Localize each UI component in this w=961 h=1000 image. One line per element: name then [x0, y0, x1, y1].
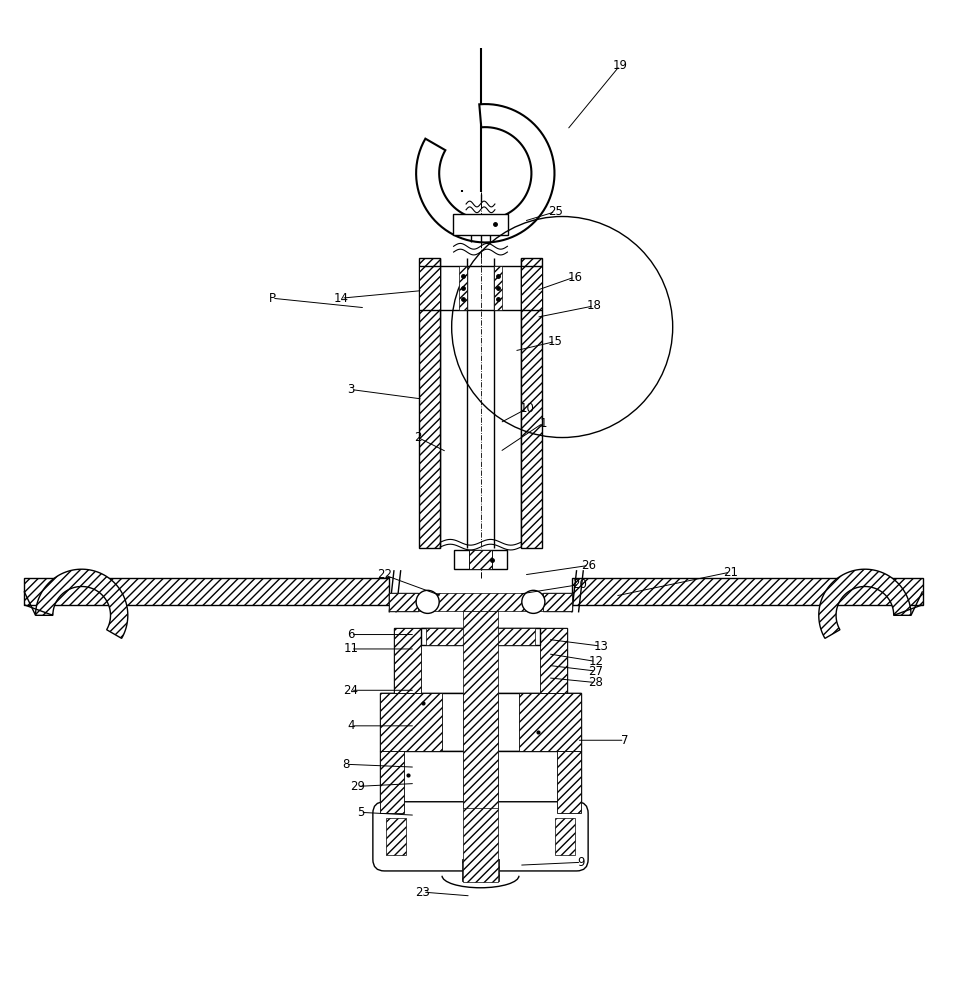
Bar — [521, 266, 542, 310]
Text: 4: 4 — [347, 719, 355, 732]
Text: 22: 22 — [377, 568, 392, 581]
Bar — [543, 593, 572, 611]
Bar — [380, 751, 581, 813]
Bar — [419, 266, 440, 310]
Bar — [543, 593, 572, 611]
Bar — [463, 693, 498, 882]
Circle shape — [416, 590, 439, 613]
Bar — [394, 628, 421, 693]
Text: 1: 1 — [539, 417, 547, 430]
Circle shape — [522, 590, 545, 613]
Text: 8: 8 — [342, 758, 350, 771]
Text: 13: 13 — [593, 640, 608, 653]
Bar — [419, 258, 440, 548]
Bar — [540, 628, 567, 693]
Polygon shape — [36, 569, 128, 638]
Text: 7: 7 — [621, 734, 628, 747]
Bar — [380, 693, 442, 751]
Text: 16: 16 — [567, 271, 582, 284]
Bar — [389, 593, 418, 611]
Bar — [426, 628, 535, 645]
Bar — [380, 693, 581, 751]
Bar — [418, 593, 543, 611]
Text: 28: 28 — [588, 676, 604, 689]
Text: 24: 24 — [343, 684, 358, 697]
Bar — [469, 550, 492, 569]
Text: 10: 10 — [519, 402, 534, 415]
Bar — [386, 818, 406, 855]
Text: 2: 2 — [414, 431, 422, 444]
Text: 11: 11 — [343, 642, 358, 655]
Text: 29: 29 — [350, 780, 365, 793]
Text: 25: 25 — [548, 205, 563, 218]
Text: 15: 15 — [548, 335, 563, 348]
Polygon shape — [416, 104, 554, 242]
Bar — [453, 214, 508, 235]
Bar — [557, 751, 581, 813]
Text: 20: 20 — [572, 578, 587, 591]
FancyBboxPatch shape — [373, 802, 588, 871]
Bar — [24, 578, 389, 605]
Bar — [519, 693, 581, 751]
Bar — [494, 266, 502, 310]
Bar — [421, 628, 540, 645]
Bar — [455, 550, 507, 569]
Bar — [572, 578, 923, 605]
Text: 27: 27 — [588, 665, 604, 678]
Text: 12: 12 — [588, 655, 604, 668]
Text: 21: 21 — [723, 566, 738, 579]
Bar — [380, 751, 404, 813]
Text: 5: 5 — [357, 806, 364, 819]
Text: 9: 9 — [578, 856, 585, 869]
Text: 23: 23 — [415, 886, 431, 899]
Bar — [389, 593, 418, 611]
Bar — [462, 859, 499, 881]
Text: 18: 18 — [586, 299, 602, 312]
Bar — [463, 611, 498, 808]
Polygon shape — [819, 569, 911, 638]
Text: 26: 26 — [581, 559, 597, 572]
Text: 19: 19 — [612, 59, 628, 72]
Bar — [404, 768, 417, 775]
Text: P: P — [268, 292, 276, 305]
Bar — [555, 818, 575, 855]
Text: 3: 3 — [347, 383, 355, 396]
Text: 14: 14 — [333, 292, 349, 305]
Bar — [404, 760, 413, 767]
Bar — [521, 258, 542, 548]
Bar — [394, 628, 567, 693]
Bar — [459, 266, 467, 310]
Text: 6: 6 — [347, 628, 355, 641]
